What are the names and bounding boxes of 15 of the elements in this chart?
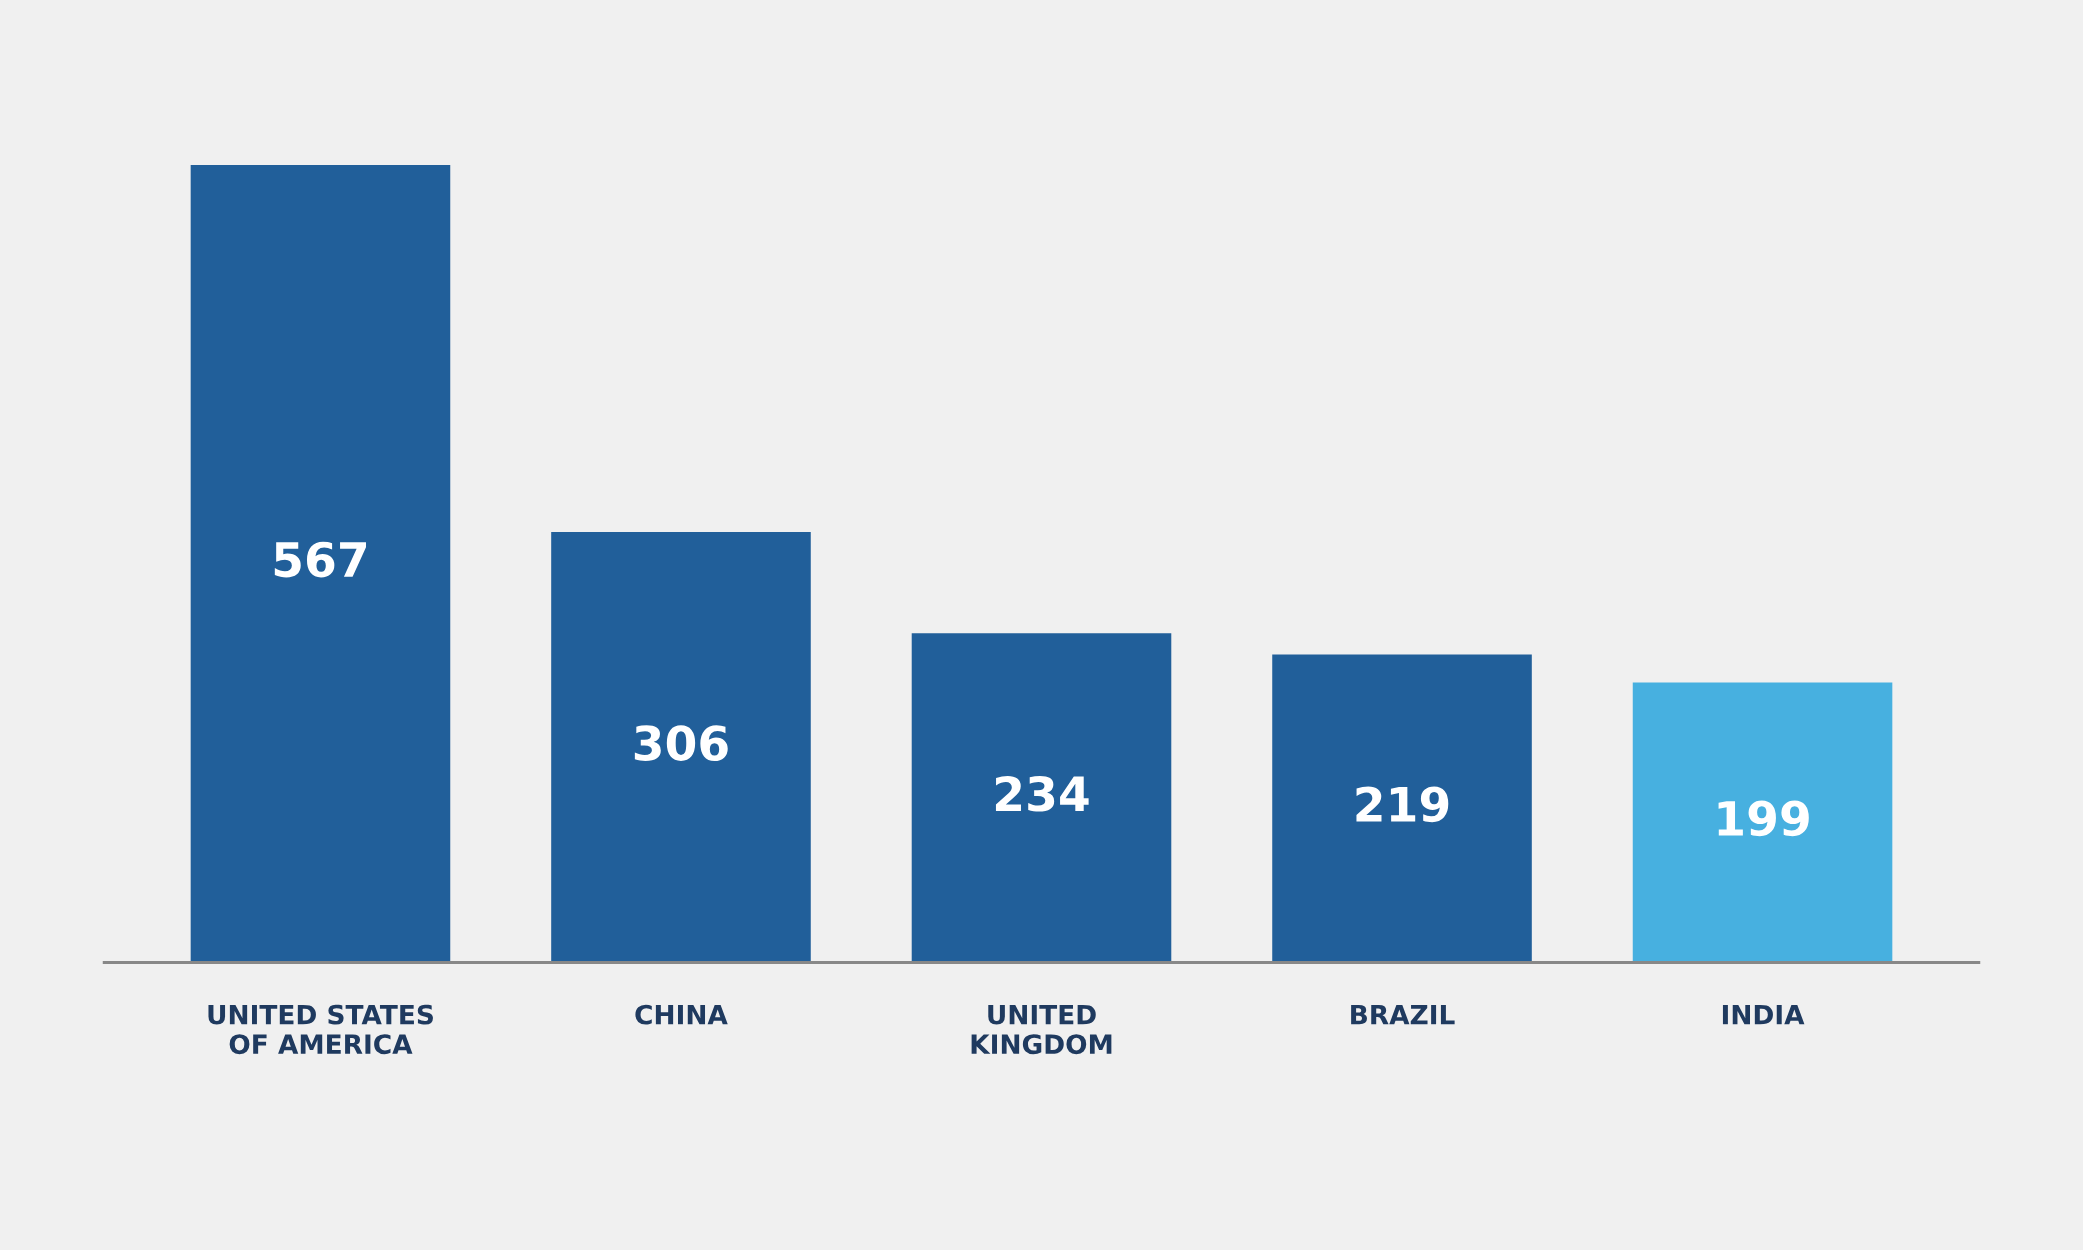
x-tick-label: UNITED KINGDOM xyxy=(971,1004,1112,1055)
x-tick-label: UNITED STATES OF AMERICA xyxy=(208,1004,433,1055)
bar xyxy=(1632,682,1893,963)
data-label: 234 xyxy=(995,775,1089,812)
data-label: 199 xyxy=(1718,800,1809,837)
x-tick-label: CHINA xyxy=(635,1004,728,1025)
x-tick-label: BRAZIL xyxy=(1351,1004,1455,1025)
bar xyxy=(1272,654,1532,963)
bar xyxy=(551,532,811,963)
data-label: 219 xyxy=(1356,786,1449,823)
bar xyxy=(911,633,1172,963)
data-label: 306 xyxy=(634,725,728,761)
data-label: 567 xyxy=(274,541,366,578)
x-tick-label: INDIA xyxy=(1722,1004,1805,1025)
bar xyxy=(190,164,451,963)
